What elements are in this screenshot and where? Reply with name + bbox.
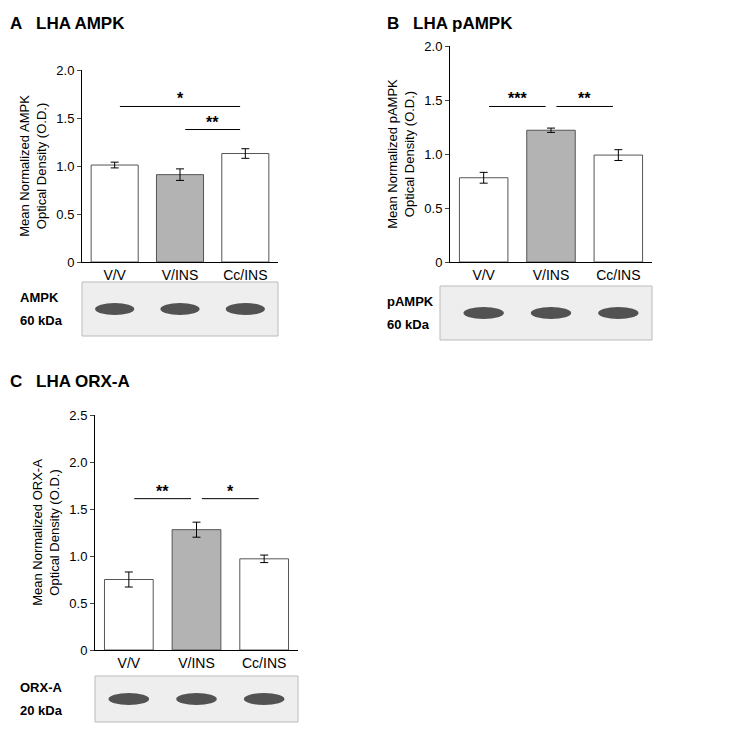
svg-text:2.5: 2.5	[69, 408, 87, 423]
svg-text:1.0: 1.0	[424, 147, 442, 162]
svg-text:Mean Normalized pAMPKOptical D: Mean Normalized pAMPKOptical Density (O.…	[385, 79, 417, 229]
svg-text:V/V: V/V	[472, 267, 495, 283]
svg-text:ORX-A: ORX-A	[20, 680, 63, 695]
svg-text:pAMPK: pAMPK	[387, 294, 434, 309]
svg-text:***: ***	[508, 90, 527, 107]
svg-text:20 kDa: 20 kDa	[20, 703, 63, 718]
svg-text:V/V: V/V	[103, 267, 126, 283]
svg-text:V/INS: V/INS	[533, 267, 570, 283]
svg-text:LHA AMPK: LHA AMPK	[36, 14, 125, 33]
svg-text:60 kDa: 60 kDa	[20, 313, 63, 328]
svg-text:LHA ORX-A: LHA ORX-A	[36, 372, 130, 391]
svg-text:V/INS: V/INS	[178, 655, 215, 671]
svg-text:1.5: 1.5	[424, 93, 442, 108]
svg-text:2.0: 2.0	[424, 39, 442, 54]
svg-text:1.5: 1.5	[69, 502, 87, 517]
svg-text:2.0: 2.0	[56, 63, 74, 78]
svg-text:V/V: V/V	[118, 655, 141, 671]
svg-text:LHA pAMPK: LHA pAMPK	[413, 14, 513, 33]
svg-text:B: B	[387, 14, 399, 33]
svg-text:Mean Normalized AMPKOptical De: Mean Normalized AMPKOptical Density (O.D…	[17, 95, 49, 237]
svg-text:0: 0	[435, 255, 442, 270]
svg-text:AMPK: AMPK	[20, 290, 59, 305]
svg-text:0: 0	[67, 255, 74, 270]
svg-text:Cc/INS: Cc/INS	[242, 655, 286, 671]
svg-text:2.0: 2.0	[69, 455, 87, 470]
svg-text:1.0: 1.0	[69, 549, 87, 564]
svg-text:C: C	[10, 372, 22, 391]
svg-text:Cc/INS: Cc/INS	[596, 267, 640, 283]
svg-text:**: **	[206, 114, 219, 131]
svg-text:60 kDa: 60 kDa	[387, 317, 430, 332]
svg-text:1.5: 1.5	[56, 111, 74, 126]
svg-text:0: 0	[80, 643, 87, 658]
svg-text:0.5: 0.5	[424, 201, 442, 216]
svg-text:**: **	[578, 90, 591, 107]
svg-text:*: *	[227, 483, 234, 500]
svg-text:*: *	[177, 90, 184, 107]
svg-text:**: **	[156, 483, 169, 500]
svg-text:Cc/INS: Cc/INS	[223, 267, 267, 283]
svg-text:Mean Normalized ORX-AOptical D: Mean Normalized ORX-AOptical Density (O.…	[30, 459, 62, 606]
svg-text:1.0: 1.0	[56, 159, 74, 174]
svg-text:0.5: 0.5	[56, 207, 74, 222]
svg-text:V/INS: V/INS	[162, 267, 199, 283]
svg-text:A: A	[10, 14, 22, 33]
svg-text:0.5: 0.5	[69, 596, 87, 611]
